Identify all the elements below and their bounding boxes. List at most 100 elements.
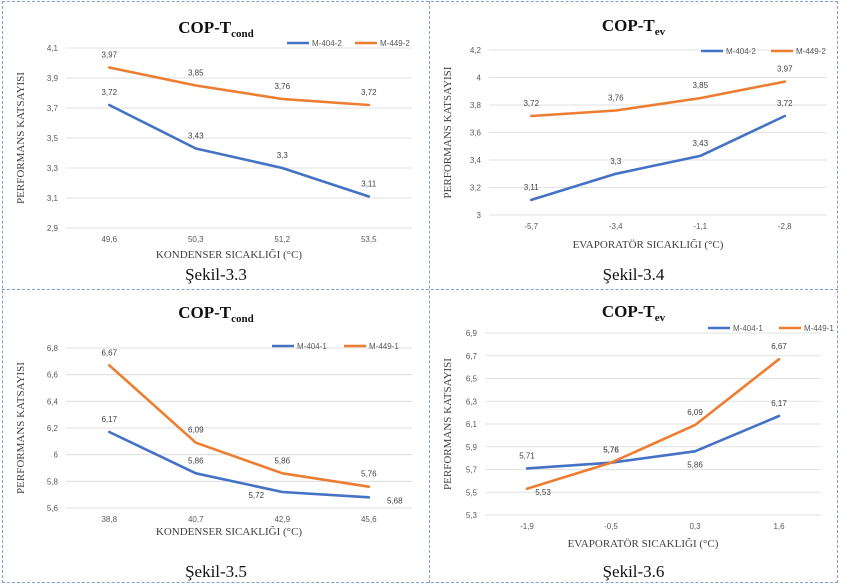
x-tick-label: -0,5 [604,522,618,531]
data-label: 6,67 [101,348,117,357]
legend-label: M-449-2 [380,39,410,48]
x-axis-title: EVAPORATÖR SICAKLIĞI (°C) [573,239,724,251]
data-label: 3,43 [188,132,204,141]
y-tick-label: 3,7 [47,104,59,113]
data-label: 6,17 [771,399,787,408]
x-tick-label: 49,6 [101,235,117,244]
data-label: 3,3 [277,151,289,160]
y-tick-label: 3 [477,211,482,220]
x-tick-label: 0,3 [689,522,701,531]
series-line-M-449-2 [108,66,371,107]
chart-title-main: COP-T [602,16,656,35]
chart-panel-4: COP-Tev 5,3 5,5 5,7 5,9 6,1 6,3 6,5 6,7 6,9 -1,9 -0… [431,291,836,583]
chart-panel-3: COP-Tcond 5,6 5,8 6 6,2 6,4 6,6 6,8 38,8 40,7 42,9… [4,291,428,583]
chart-title-main: COP-T [178,303,232,322]
legend-label: M-449-2 [796,47,826,56]
series-line-M-404-1 [525,414,781,470]
caption-2: Şekil-3.4 [602,265,665,284]
series-line-M-449-2 [530,80,787,118]
data-label: 3,85 [692,81,708,90]
x-tick-label: 45,6 [361,515,377,524]
chart-title: COP-Tev [602,16,666,38]
data-label: 3,97 [101,51,117,60]
x-tick-label: 42,9 [274,515,290,524]
legend-label: M-404-1 [733,324,763,333]
data-label: 3,76 [608,94,624,103]
x-tick-label: -2,8 [778,222,792,231]
x-tick-label: -3,4 [609,222,623,231]
data-label: 3,97 [777,65,793,74]
data-label: 5,76 [603,446,619,455]
legend-label: M-449-1 [369,342,399,351]
x-tick-label: -1,1 [693,222,707,231]
y-tick-label: 5,7 [466,466,478,475]
chart-panel-1: COP-Tcond 2,9 3,1 3,3 3,5 3,7 3,9 4,1 49,6 50,3 51… [4,3,428,287]
x-tick-label: 1,6 [773,522,785,531]
y-tick-label: 4,1 [47,44,59,53]
data-label: 3,72 [777,99,793,108]
y-tick-label: 6,2 [47,424,59,433]
y-tick-label: 5,8 [47,477,59,486]
data-label: 5,76 [361,470,377,479]
x-tick-label: -5,7 [524,222,538,231]
data-label: 6,09 [687,408,703,417]
y-tick-label: 2,9 [47,224,59,233]
chart-title-subscript: cond [231,28,254,40]
y-tick-label: 6,7 [466,352,478,361]
x-tick-label: 51,2 [274,235,290,244]
x-tick-label: 50,3 [188,235,204,244]
chart-title-main: COP-T [602,302,656,321]
y-tick-label: 5,6 [47,504,59,513]
y-tick-label: 4 [477,74,482,83]
legend-label: M-404-1 [297,342,327,351]
y-tick-label: 6,6 [47,371,59,380]
series-line-M-404-2 [108,103,371,198]
data-label: 6,17 [101,415,117,424]
chart-title-subscript: cond [231,313,254,325]
data-label: 3,43 [692,139,708,148]
x-axis-title: KONDENSER SICAKLIĞI (°C) [156,526,303,538]
y-tick-label: 6,5 [466,375,478,384]
y-tick-label: 4,2 [470,46,482,55]
data-label: 5,68 [387,496,403,505]
data-label: 3,76 [274,82,290,91]
y-tick-label: 3,3 [47,164,59,173]
data-label: 6,09 [188,426,204,435]
vertical-divider [429,1,430,583]
chart-title-subscript: ev [655,26,666,38]
y-axis-title: PERFORMANS KATSAYISI [442,66,454,198]
y-tick-label: 6,1 [466,420,478,429]
data-label: 3,11 [524,183,540,192]
y-axis-title: PERFORMANS KATSAYISI [15,362,27,494]
y-tick-label: 6,4 [47,397,59,406]
y-tick-label: 6,9 [466,329,478,338]
y-tick-label: 3,5 [47,134,59,143]
caption-3: Şekil-3.5 [185,562,247,581]
chart-title: COP-Tcond [178,303,254,325]
chart-4-svg: COP-Tev 5,3 5,5 5,7 5,9 6,1 6,3 6,5 6,7 6,9 -1,9 -0… [442,302,834,550]
chart-1-svg: COP-Tcond 2,9 3,1 3,3 3,5 3,7 3,9 4,1 49,6 50,3 51… [15,18,412,261]
series-line-M-449-1 [525,357,781,491]
data-label: 3,72 [361,88,377,97]
data-label: 5,86 [687,460,703,469]
series-line-M-449-1 [108,364,371,488]
chart-title: COP-Tev [602,302,666,324]
data-label: 3,85 [188,69,204,78]
chart-panel-2: COP-Tev 3 3,2 3,4 3,6 3,8 4 4,2 -5,7 -3,4 -1,1 -2,8… [431,3,836,287]
data-label: 6,67 [771,342,787,351]
x-tick-label: 40,7 [188,515,204,524]
chart-title-main: COP-T [178,18,232,37]
caption-1: Şekil-3.3 [185,265,247,284]
y-tick-label: 3,1 [47,194,59,203]
data-label: 5,53 [535,488,551,497]
data-label: 5,76 [603,446,619,455]
data-label: 3,72 [101,88,117,97]
legend-label: M-404-2 [726,47,756,56]
y-tick-label: 6,3 [466,397,478,406]
chart-title: COP-Tcond [178,18,254,40]
y-axis-title: PERFORMANS KATSAYISI [15,72,27,204]
x-axis-title: KONDENSER SICAKLIĞI (°C) [156,249,303,261]
caption-4: Şekil-3.6 [602,562,665,581]
